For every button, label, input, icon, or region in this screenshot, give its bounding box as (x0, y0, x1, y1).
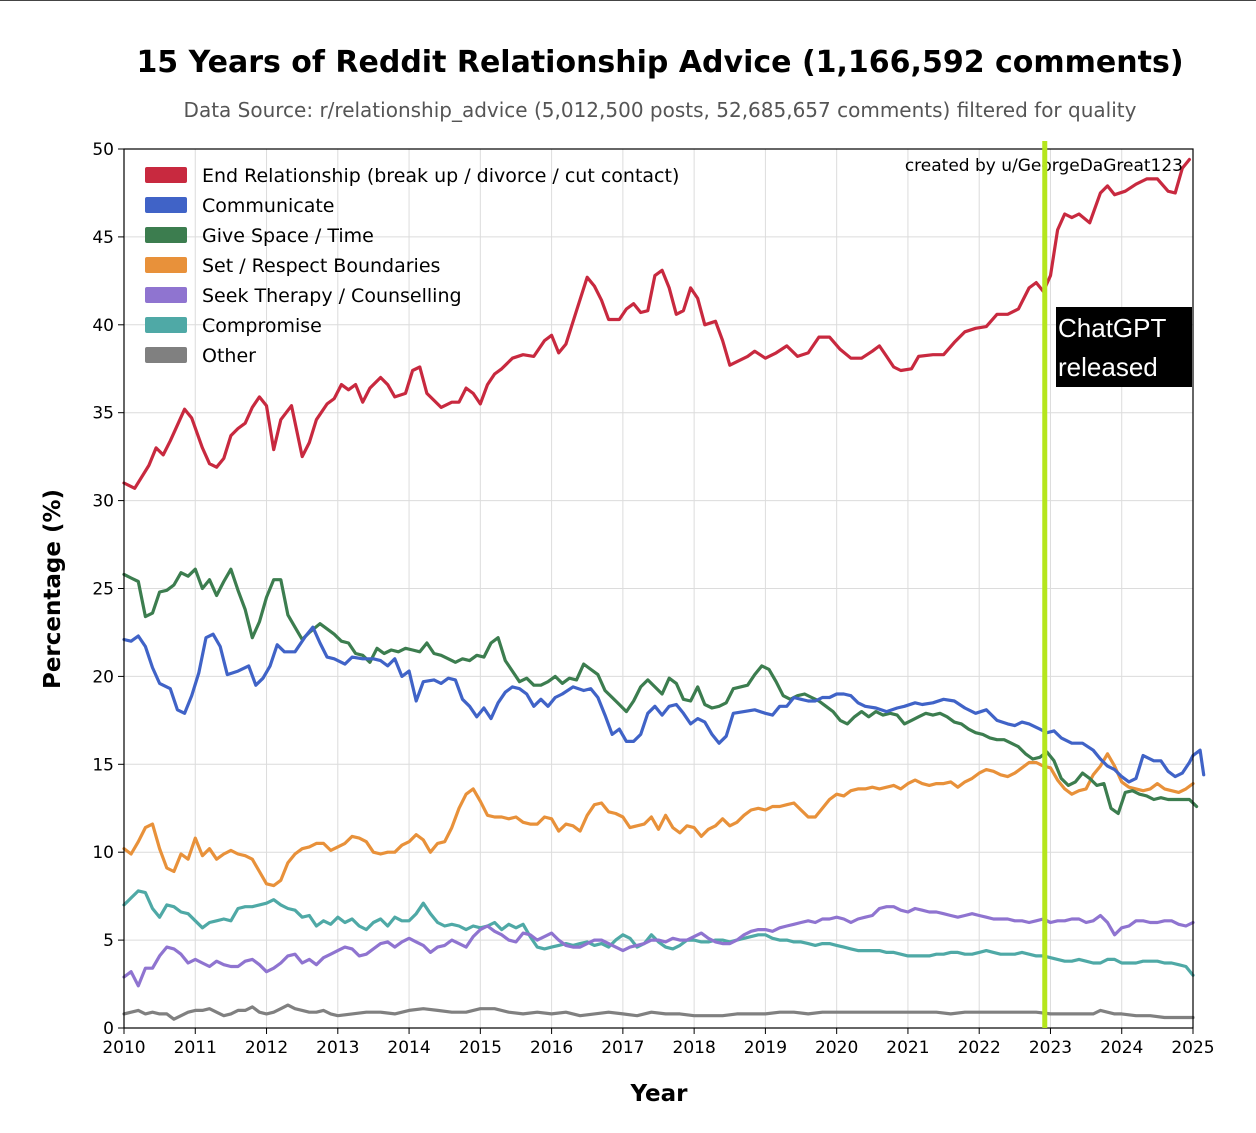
x-tick-label: 2015 (459, 1038, 502, 1058)
y-tick-label: 5 (103, 931, 114, 951)
chart-subtitle: Data Source: r/relationship_advice (5,01… (184, 98, 1137, 122)
legend-swatch (145, 287, 187, 303)
series-line-communicate (122, 625, 1206, 784)
legend-swatch (145, 257, 187, 273)
series-line-compromise (122, 889, 1195, 977)
y-tick-label: 25 (92, 580, 114, 600)
chart-title: 15 Years of Reddit Relationship Advice (… (136, 45, 1183, 80)
series-line-give-space-time (122, 567, 1199, 816)
y-tick-label: 50 (92, 140, 114, 160)
x-tick-label: 2020 (815, 1038, 858, 1058)
legend-label: End Relationship (break up / divorce / c… (202, 165, 679, 187)
x-tick-label: 2010 (102, 1038, 145, 1058)
series-line-seek-therapy-counselling (122, 905, 1195, 988)
series-line-other (122, 1003, 1195, 1021)
y-tick-label: 0 (103, 1019, 114, 1039)
annotation-background (1056, 307, 1192, 387)
legend-swatch (145, 197, 187, 213)
y-tick-label: 40 (92, 316, 114, 336)
y-tick-label: 15 (92, 755, 114, 775)
y-tick-label: 45 (92, 228, 114, 248)
x-tick-label: 2017 (601, 1038, 644, 1058)
y-tick-label: 20 (92, 667, 114, 687)
x-tick-label: 2013 (316, 1038, 359, 1058)
x-axis-label: Year (629, 1081, 688, 1107)
legend-swatch (145, 167, 187, 183)
top-border-line (0, 0, 1256, 1)
legend: End Relationship (break up / divorce / c… (145, 165, 679, 367)
chatgpt-annotation-box: ChatGPT released (1056, 307, 1192, 387)
legend-swatch (145, 317, 187, 333)
y-tick-label: 10 (92, 843, 114, 863)
x-tick-label: 2012 (245, 1038, 288, 1058)
legend-label: Other (202, 345, 256, 367)
legend-swatch (145, 347, 187, 363)
x-tick-label: 2025 (1171, 1038, 1214, 1058)
x-tick-label: 2024 (1100, 1038, 1143, 1058)
x-tick-label: 2021 (886, 1038, 929, 1058)
legend-label: Seek Therapy / Counselling (202, 285, 462, 307)
plot-frame (123, 148, 1194, 1029)
series-line-end-relationship-break-up-divorce-cut-contact (122, 157, 1191, 490)
legend-label: Communicate (202, 195, 335, 217)
x-tick-label: 2014 (387, 1038, 430, 1058)
x-tick-label: 2023 (1029, 1038, 1072, 1058)
grid-lines (123, 148, 1194, 1029)
y-axis-label: Percentage (%) (40, 489, 66, 689)
x-tick-label: 2022 (958, 1038, 1001, 1058)
x-tick-label: 2019 (744, 1038, 787, 1058)
legend-label: Give Space / Time (202, 225, 374, 247)
y-tick-label: 35 (92, 404, 114, 424)
legend-label: Compromise (202, 315, 322, 337)
y-tick-label: 30 (92, 492, 114, 512)
x-tick-label: 2016 (530, 1038, 573, 1058)
axis-ticks: 2010 2011 2012 2013 2014 2015 2016 2017 2018 2019… (92, 140, 1214, 1058)
series-layer (122, 157, 1206, 1021)
x-tick-label: 2011 (174, 1038, 217, 1058)
legend-label: Set / Respect Boundaries (202, 255, 440, 277)
series-line-set-respect-boundaries (122, 752, 1195, 888)
legend-swatch (145, 227, 187, 243)
annotation-line-2: released (1058, 352, 1158, 382)
annotation-line-1: ChatGPT (1058, 313, 1166, 343)
x-tick-label: 2018 (673, 1038, 716, 1058)
